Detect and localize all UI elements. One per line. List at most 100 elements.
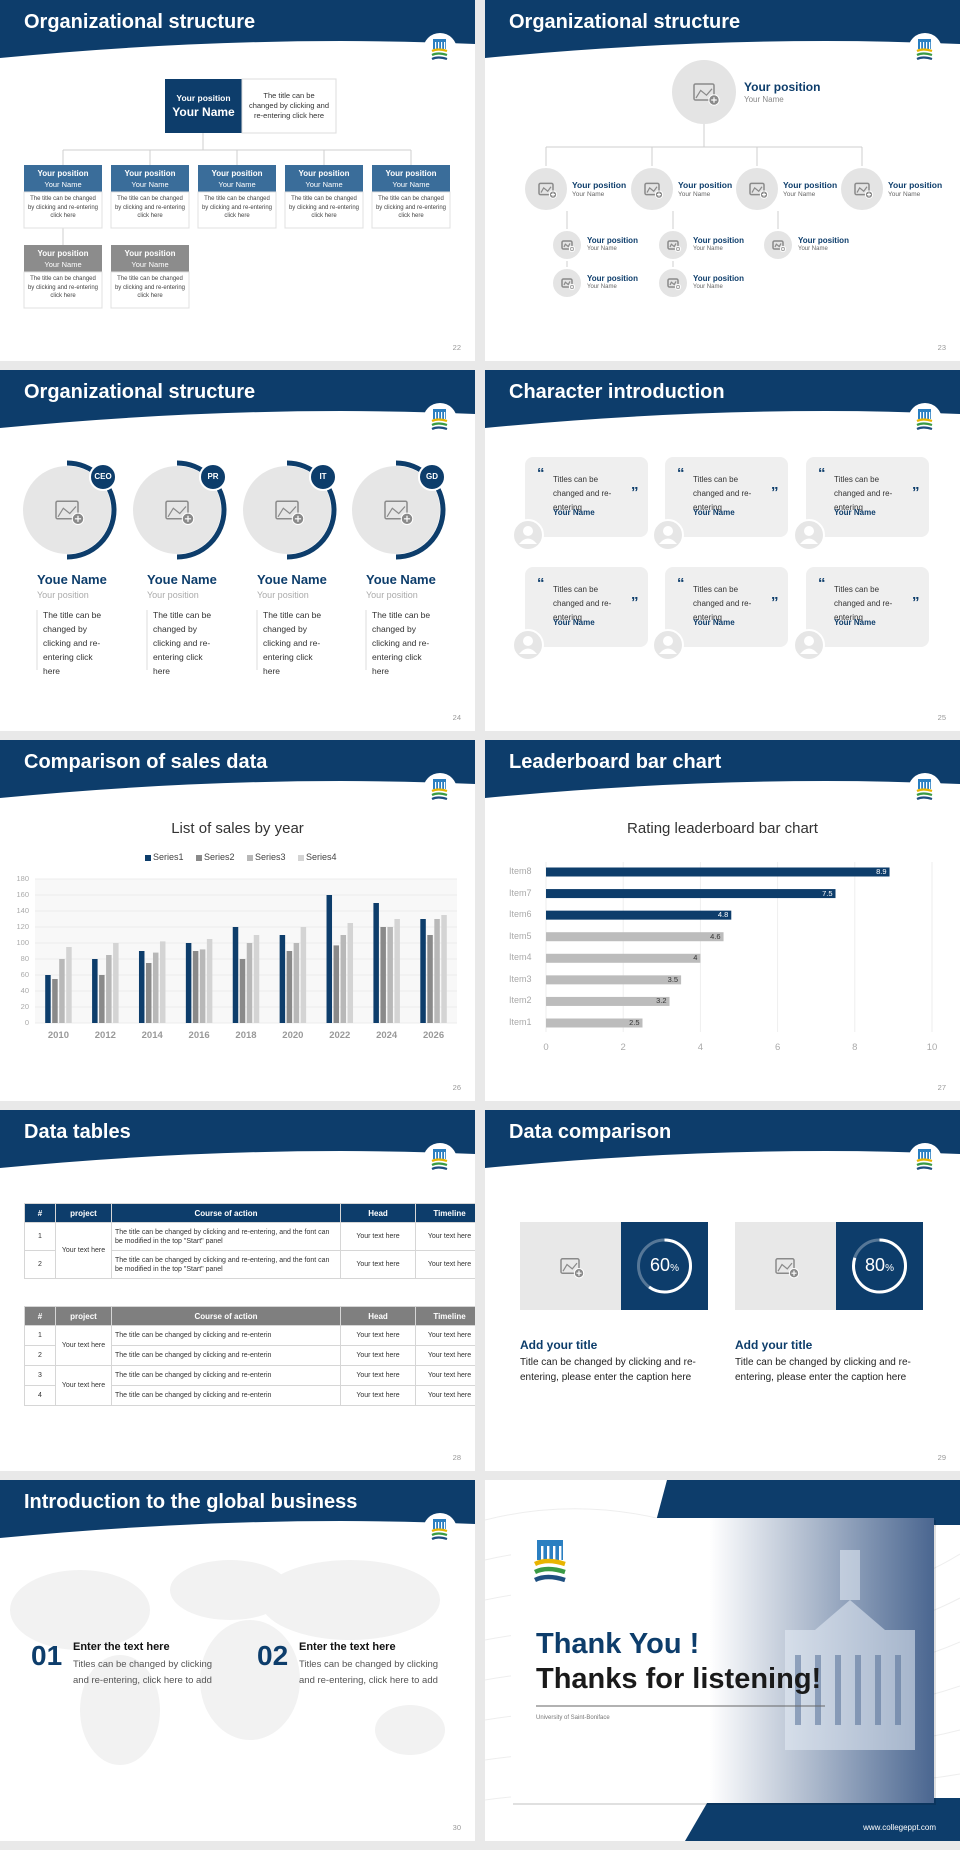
header-cell: Course of action (111, 1306, 341, 1326)
page-number: 30 (452, 1823, 461, 1832)
logo (431, 56, 448, 61)
top-position: Your position (176, 93, 231, 103)
image-icon (867, 192, 871, 197)
bar (286, 951, 293, 1023)
table-cell: Your text here (55, 1325, 112, 1366)
logo (553, 1546, 556, 1560)
legend-swatch (247, 855, 253, 861)
image-icon (570, 247, 574, 251)
bar (232, 927, 239, 1023)
header-band (485, 0, 960, 58)
table-cell: The title can be changed by clicking and… (111, 1385, 341, 1406)
top-text: The title can be changed by clicking and… (248, 91, 330, 120)
member-name: Your Name (44, 180, 82, 189)
y-tick-label: 60 (20, 970, 29, 979)
quote-card (806, 457, 929, 537)
image-icon (570, 285, 574, 289)
slide-title: Data comparison (509, 1121, 672, 1143)
role-badge (199, 463, 227, 491)
member-name: Your Name (218, 180, 256, 189)
slide-graphics (485, 0, 960, 299)
slide: Data tables 28 # project Course of action Hea… (0, 1110, 475, 1471)
table-cell: Your text here (340, 1385, 416, 1406)
avatar (804, 526, 814, 536)
image-icon (669, 243, 677, 248)
image-icon (560, 1258, 580, 1274)
page-number: 22 (452, 343, 461, 352)
y-tick-label: 160 (16, 890, 29, 899)
image-icon (563, 243, 571, 248)
logo (929, 412, 931, 419)
ring-progress (637, 1238, 692, 1294)
quote-open: “ (818, 575, 826, 592)
y-tick-label: 180 (16, 874, 29, 883)
slide-title: Organizational structure (24, 381, 256, 403)
role-badge (418, 463, 446, 491)
slide: Thank You ! Thanks for listening! Universi… (485, 1480, 960, 1841)
logo (916, 1166, 933, 1171)
quote-name: Your Name (553, 508, 595, 517)
y-tick-label: Item8 (509, 866, 532, 876)
quote-text: Titles can be changed and re-entering (693, 585, 752, 622)
item-text: Titles can be changed by clicking and re… (73, 1659, 213, 1686)
person-photo (352, 466, 440, 554)
y-tick-label: Item7 (509, 887, 532, 898)
table-cell: Your text here (340, 1325, 416, 1346)
slide-title: Data tables (24, 1121, 131, 1143)
slide-graphics (0, 370, 475, 670)
logo (920, 1152, 922, 1159)
logo (918, 409, 931, 419)
logo (929, 42, 931, 49)
avatar (800, 648, 818, 654)
bar (253, 935, 260, 1023)
slide-title: Introduction to the global business (24, 1491, 358, 1513)
member-text-box (371, 191, 451, 229)
y-tick-label: 100 (16, 938, 29, 947)
slide-title: Character introduction (509, 381, 725, 403)
item-text: Title can be changed by clicking and re-… (735, 1357, 911, 1383)
table-cell: Your text here (340, 1365, 416, 1386)
person-text: The title can be changed by clicking and… (153, 610, 212, 676)
logo (438, 42, 440, 49)
x-tick-label: 2020 (282, 1030, 304, 1041)
x-tick-label: 2016 (188, 1030, 210, 1041)
slide: Leaderboard bar chart 27 Rating leaderboar… (485, 740, 960, 1101)
table-cell: 4 (24, 1385, 56, 1406)
bar (145, 963, 152, 1023)
logo (916, 52, 933, 57)
quote-open: “ (677, 575, 685, 592)
table-cell: The title can be changed by clicking and… (111, 1222, 341, 1251)
member-name: Your Name (305, 180, 343, 189)
logo (441, 782, 443, 789)
slide-title: Comparison of sales data (24, 751, 268, 773)
member-position: Your position (798, 236, 849, 245)
x-tick-label: 2010 (47, 1030, 69, 1041)
bar (113, 943, 119, 1023)
photo-arc (176, 460, 227, 560)
university: University of Saint-Boniface (536, 1715, 610, 1721)
top-text-box (241, 78, 337, 134)
logo (433, 39, 446, 49)
person-text: The title can be changed by clicking and… (263, 610, 322, 676)
slide: Organizational structure 22 Your position Y… (0, 0, 475, 361)
group-position: Your position (783, 180, 838, 190)
percent-panel (621, 1222, 708, 1310)
website: www.collegeppt.com (863, 1823, 936, 1832)
image-panel (735, 1222, 836, 1310)
member-name: Your Name (693, 246, 723, 252)
image-panel (520, 1222, 621, 1310)
bar (546, 932, 724, 942)
logo (431, 1166, 448, 1171)
image-icon (856, 186, 868, 193)
avatar (519, 648, 537, 654)
logo (438, 782, 440, 789)
member-text: The title can be changed by clicking and… (27, 276, 99, 299)
person-name: Youe Name (37, 572, 107, 587)
logo (431, 422, 448, 427)
slide: Introduction to the global business 30 01 E… (0, 1480, 475, 1841)
member-text-box (23, 191, 103, 229)
corner-band (655, 1480, 960, 1525)
y-tick-label: 120 (16, 922, 29, 931)
image-icon (751, 186, 763, 193)
item-title: Enter the text here (299, 1641, 396, 1653)
